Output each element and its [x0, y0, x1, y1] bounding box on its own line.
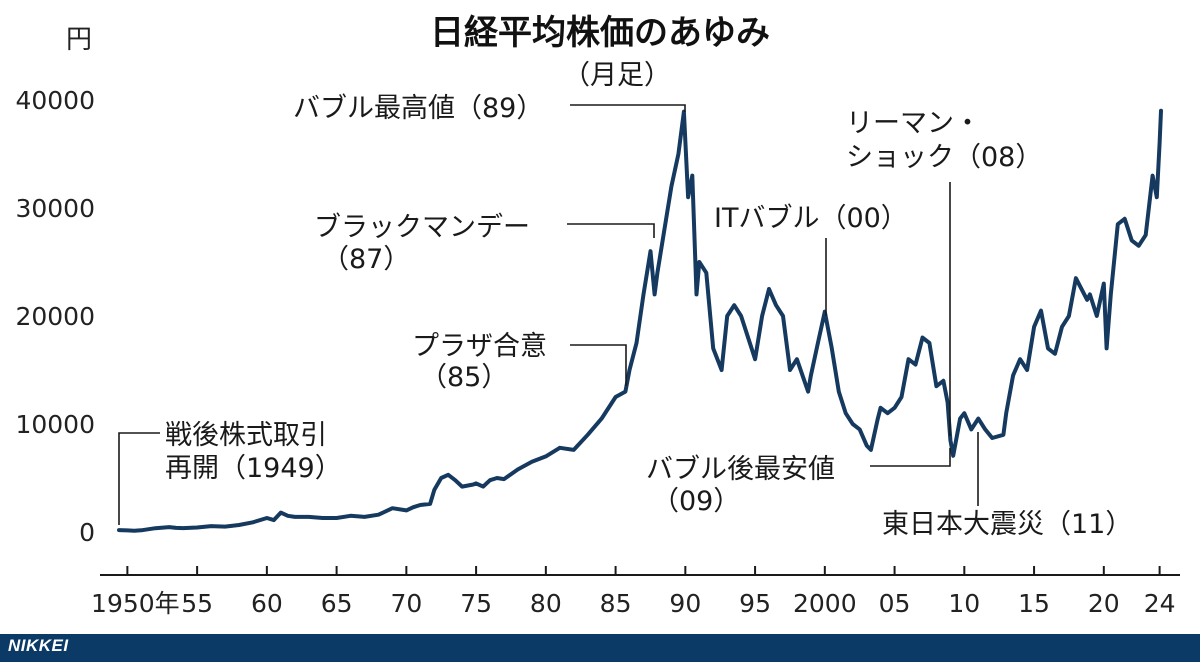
annotation-quake: 東日本大震災（11） [882, 509, 1132, 540]
y-tick-label: 40000 [15, 86, 95, 115]
x-tick-label: 55 [181, 589, 213, 618]
annotation-post-bubble-low-2: （09） [652, 486, 740, 517]
x-tick-label: 75 [460, 589, 492, 618]
y-tick-label: 10000 [15, 410, 95, 439]
annotation-postwar-2: 再開（1949） [165, 453, 342, 484]
annotation-monthly: （月足） [563, 60, 671, 91]
y-tick-label: 20000 [15, 302, 95, 331]
x-tick-label: 1950年 [91, 589, 180, 618]
x-tick-label: 15 [1018, 589, 1050, 618]
x-tick-label: 20 [1088, 589, 1120, 618]
annotation-post-bubble-low-1: バブル後最安値 [646, 454, 835, 485]
annotation-lehman-2: ショック（08） [846, 142, 1042, 173]
x-tick-label: 10 [948, 589, 980, 618]
chart-title: 日経平均株価のあゆみ [430, 13, 770, 53]
annotation-it-bubble: ITバブル（00） [714, 203, 908, 234]
stock-chart: 日経平均株価のあゆみ 円 0 10000 20000 30000 40000 1950年… [15, 13, 1180, 618]
annotation-black-monday-1: ブラックマンデー [314, 212, 530, 243]
x-tick-label: 2000 [793, 589, 857, 618]
bubble-peak-leader [570, 104, 686, 112]
annotation-postwar-1: 戦後株式取引 [165, 420, 327, 451]
y-unit-label: 円 [66, 25, 92, 55]
x-tick-label: 65 [321, 589, 353, 618]
annotation-plaza-1: プラザ合意 [412, 331, 547, 362]
y-tick-label: 30000 [15, 194, 95, 223]
x-tick-label: 24 [1144, 589, 1176, 618]
post-bubble-low-leader [870, 448, 951, 467]
annotation-black-monday-2: （87） [322, 244, 410, 275]
annotation-lehman-1: リーマン・ [846, 108, 981, 139]
nikkei-logo: NIKKEI [8, 636, 69, 655]
x-tick-label: 85 [600, 589, 632, 618]
y-tick-label: 0 [79, 518, 95, 547]
x-axis-ticks: 1950年 55 60 65 70 75 80 85 90 95 2000 05 10 15 20 24 [91, 566, 1176, 618]
black-monday-leader [567, 223, 655, 238]
annotation-plaza-2: （85） [420, 362, 508, 393]
postwar-leader [118, 432, 160, 525]
x-tick-label: 80 [530, 589, 562, 618]
x-tick-label: 95 [739, 589, 771, 618]
footer-bar: NIKKEI [0, 634, 1200, 662]
x-tick-label: 60 [251, 589, 283, 618]
x-tick-label: 05 [879, 589, 911, 618]
annotation-leaders [118, 104, 979, 525]
x-tick-label: 90 [669, 589, 701, 618]
x-tick-label: 70 [390, 589, 422, 618]
plaza-leader [570, 344, 627, 386]
nikkei-price-line [117, 108, 1163, 533]
y-axis-ticks: 0 10000 20000 30000 40000 [15, 86, 95, 547]
annotation-bubble-peak: バブル最高値（89） [293, 93, 543, 124]
